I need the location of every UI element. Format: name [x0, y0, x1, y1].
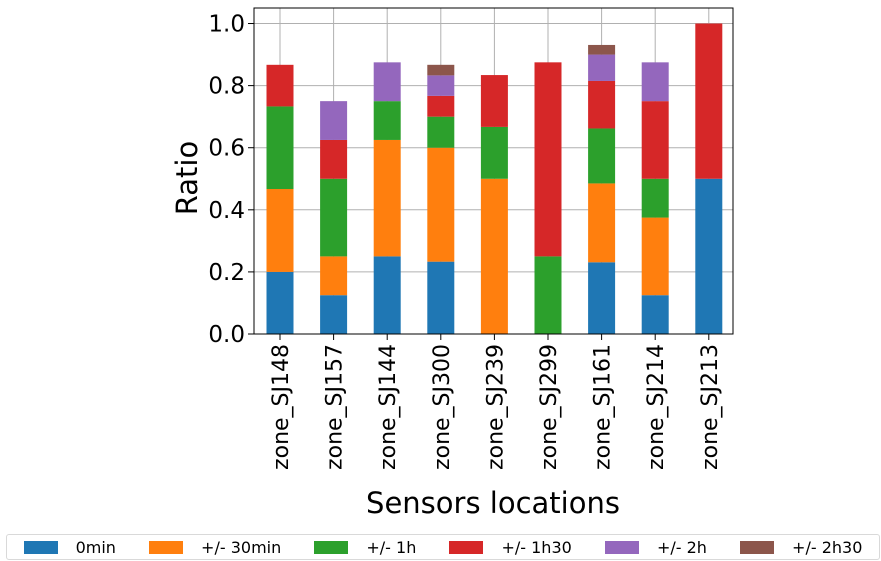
bar-segment	[320, 101, 348, 140]
bar-segment	[641, 295, 669, 334]
legend-label: +/- 2h	[656, 537, 707, 557]
bar-segment	[427, 147, 455, 262]
bar-segment	[320, 256, 348, 296]
legend-swatch	[314, 540, 349, 554]
x-tick-label: zone_SJ214	[644, 344, 669, 470]
x-tick-label: zone_SJ299	[537, 344, 562, 470]
x-tick-label: zone_SJ300	[430, 344, 455, 470]
y-tick-label: 0.6	[208, 136, 245, 162]
bar-segment	[641, 101, 669, 179]
stacked-bar-chart: 0.00.20.40.60.81.0 zone_SJ148 zone_SJ157 z…	[170, 7, 734, 520]
bar-segment	[427, 116, 455, 148]
bar-segment	[266, 106, 294, 190]
legend-label: +/- 1h30	[501, 537, 572, 557]
bar-segment	[320, 139, 348, 179]
y-tick-label: 0.8	[208, 74, 245, 100]
legend: 0min +/- 30min +/- 1h +/- 1h30 +/- 2h +/- 2h3…	[6, 534, 880, 560]
bar-segment	[320, 178, 348, 257]
x-tick-label: zone_SJ144	[376, 344, 401, 470]
legend-item: +/- 2h30	[740, 538, 862, 557]
legend-swatch	[23, 540, 58, 554]
x-tick-label: zone_SJ213	[698, 344, 723, 470]
x-tick-label: zone_SJ148	[269, 344, 294, 470]
y-axis-ticks: 0.0 0.2 0.4 0.6 0.8 1.0	[208, 12, 254, 348]
bar-segment	[266, 271, 294, 334]
legend-swatch	[449, 540, 484, 554]
bar-segment	[588, 80, 616, 129]
bar-segment	[373, 139, 401, 257]
bar-segment	[427, 261, 455, 334]
legend-label: +/- 2h30	[792, 537, 863, 557]
x-tick-label: zone_SJ157	[323, 344, 348, 470]
legend-label: +/- 30min	[201, 537, 282, 557]
bar-segment	[641, 217, 669, 296]
bar-segment	[480, 178, 508, 334]
y-axis-title: Ratio	[170, 141, 204, 215]
x-tick-label: zone_SJ239	[483, 344, 508, 470]
y-tick-label: 1.0	[208, 12, 245, 38]
bar-segment	[427, 95, 455, 117]
bar-segment	[534, 62, 562, 257]
bar-segment	[588, 54, 616, 81]
legend-swatch	[740, 540, 775, 554]
y-tick-label: 0.2	[208, 260, 245, 286]
legend-item: +/- 1h30	[449, 537, 572, 557]
bar-segment	[373, 101, 401, 140]
y-tick-label: 0.0	[208, 322, 245, 348]
legend-label: +/- 1h	[366, 537, 417, 557]
bar-segment	[588, 128, 616, 184]
bar-segment	[534, 256, 562, 334]
legend-swatch	[149, 540, 184, 554]
bar-segment	[373, 62, 401, 102]
x-axis-title: Sensors locations	[366, 486, 620, 520]
bar-segment	[695, 23, 723, 179]
bar-segment	[588, 262, 616, 334]
x-axis-ticks: zone_SJ148 zone_SJ157 zone_SJ144 zone_SJ300…	[269, 334, 723, 470]
bar-segment	[480, 75, 508, 127]
bar-segment	[373, 256, 401, 334]
plot-frame	[253, 7, 734, 335]
bar-segment	[695, 178, 723, 334]
legend-item: +/- 30min	[149, 538, 281, 557]
bar-segment	[641, 62, 669, 102]
bar-segment	[588, 183, 616, 263]
bar-segment	[480, 126, 508, 179]
bar-segment	[320, 295, 348, 334]
x-tick-label: zone_SJ161	[591, 344, 616, 470]
legend-item: +/- 1h	[314, 538, 416, 557]
legend-item: 0min	[23, 537, 116, 557]
legend-swatch	[604, 540, 639, 554]
bar-segment	[427, 75, 455, 96]
bar-segment	[427, 64, 455, 76]
bars	[266, 23, 723, 334]
bar-segment	[641, 178, 669, 218]
bar-segment	[588, 44, 616, 55]
bar-segment	[266, 189, 294, 272]
y-tick-label: 0.4	[208, 198, 245, 224]
legend-label: 0min	[75, 537, 116, 557]
legend-item: +/- 2h	[604, 537, 707, 557]
bar-segment	[266, 64, 294, 107]
